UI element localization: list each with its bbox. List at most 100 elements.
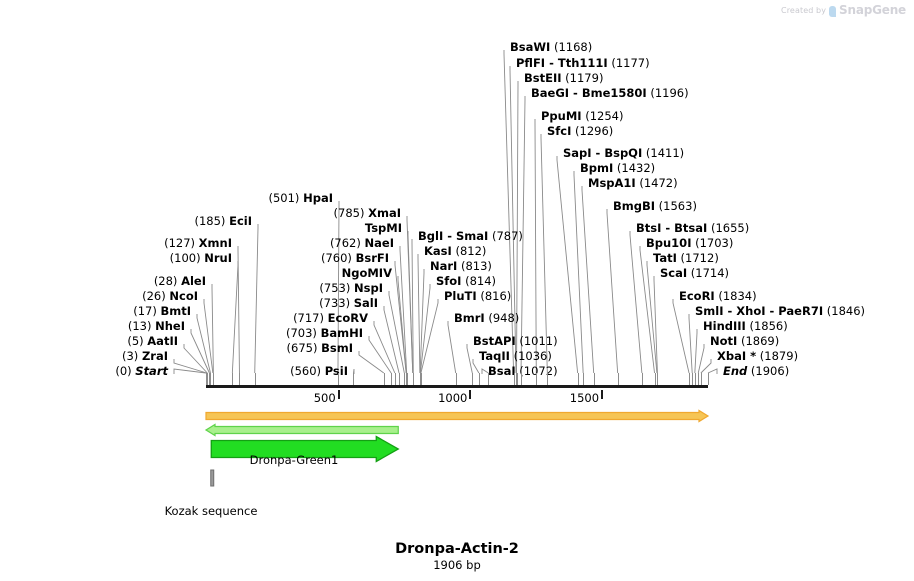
enzyme-label[interactable]: PflFI - Tth111I (1177) [516, 57, 650, 69]
enzyme-label[interactable]: BglI - SmaI (787) [418, 230, 523, 242]
restriction-site-tick[interactable] [399, 373, 401, 385]
enzyme-label[interactable]: (785) XmaI [334, 207, 401, 219]
enzyme-label[interactable]: KasI (812) [424, 245, 486, 257]
restriction-site-tick[interactable] [420, 373, 422, 385]
enzyme-label[interactable]: MspA1I (1472) [588, 177, 678, 189]
restriction-site-tick[interactable] [412, 373, 414, 385]
feature-dronpa-green1[interactable] [210, 435, 400, 463]
restriction-site-tick[interactable] [209, 373, 211, 385]
restriction-site-tick[interactable] [337, 373, 339, 385]
enzyme-label[interactable]: PpuMI (1254) [541, 110, 623, 122]
enzyme-label[interactable]: (26) NcoI [142, 290, 198, 302]
restriction-site-tick[interactable] [383, 373, 385, 385]
enzyme-label[interactable]: (127) XmnI [164, 237, 232, 249]
enzyme-label[interactable]: (5) AatII [127, 335, 178, 347]
enzyme-label[interactable]: BmgBI (1563) [613, 200, 697, 212]
restriction-site-tick[interactable] [472, 373, 474, 385]
enzyme-label[interactable]: (762) NaeI [330, 237, 394, 249]
restriction-site-tick[interactable] [513, 373, 515, 385]
restriction-site-tick[interactable] [232, 373, 234, 385]
restriction-site-tick[interactable] [239, 373, 241, 385]
restriction-site-tick[interactable] [515, 373, 517, 385]
restriction-site-tick[interactable] [593, 373, 595, 385]
enzyme-label[interactable]: NarI (813) [430, 260, 492, 272]
enzyme-label[interactable]: (28) AleI [154, 275, 206, 287]
enzyme-label[interactable]: TspMI [365, 222, 402, 234]
restriction-site-tick[interactable] [547, 373, 549, 385]
restriction-site-tick[interactable] [413, 373, 415, 385]
restriction-site-tick[interactable] [521, 373, 522, 385]
restriction-site-tick[interactable] [516, 373, 518, 385]
enzyme-label[interactable]: NgoMIV [342, 267, 392, 279]
enzyme-label[interactable]: (760) BsrFI [321, 252, 389, 264]
restriction-site-tick[interactable] [212, 373, 214, 385]
enzyme-label[interactable]: End (1906) [723, 365, 789, 377]
restriction-site-tick[interactable] [700, 373, 702, 385]
restriction-site-tick[interactable] [206, 373, 208, 385]
enzyme-label[interactable]: Bpu10I (1703) [646, 237, 733, 249]
enzyme-label[interactable]: BpmI (1432) [580, 162, 655, 174]
enzyme-label[interactable]: SmlI - XhoI - PaeR7I (1846) [695, 305, 865, 317]
restriction-site-tick[interactable] [420, 373, 422, 385]
restriction-site-tick[interactable] [213, 373, 215, 385]
enzyme-label[interactable]: BtsI - BtsaI (1655) [636, 222, 749, 234]
restriction-site-tick[interactable] [577, 373, 579, 385]
enzyme-label[interactable]: (753) NspI [319, 282, 383, 294]
enzyme-label[interactable]: EcoRI (1834) [679, 290, 757, 302]
enzyme-label[interactable]: BmrI (948) [454, 312, 519, 324]
feature-kozak-sequence[interactable] [210, 469, 215, 487]
enzyme-label[interactable]: (13) NheI [128, 320, 185, 332]
feature-backbone-orange[interactable] [205, 409, 710, 423]
enzyme-label[interactable]: (717) EcoRV [293, 312, 368, 324]
restriction-site-tick[interactable] [657, 373, 659, 385]
enzyme-label[interactable]: ScaI (1714) [660, 267, 729, 279]
enzyme-label[interactable]: (703) BamHI [286, 327, 363, 339]
restriction-site-tick[interactable] [394, 373, 396, 385]
enzyme-label[interactable]: (733) SalI [319, 297, 378, 309]
restriction-site-tick[interactable] [617, 373, 619, 385]
enzyme-label[interactable]: (675) BsmI [287, 342, 353, 354]
restriction-site-tick[interactable] [536, 373, 538, 385]
enzyme-label[interactable]: TaqII (1036) [479, 350, 552, 362]
restriction-site-tick[interactable] [689, 373, 691, 385]
restriction-site-tick[interactable] [583, 373, 585, 385]
restriction-site-tick[interactable] [478, 373, 480, 385]
restriction-site-tick[interactable] [406, 373, 408, 385]
restriction-site-tick[interactable] [654, 373, 656, 385]
restriction-site-tick[interactable] [694, 373, 696, 385]
restriction-site-tick[interactable] [210, 373, 212, 385]
enzyme-label[interactable]: (501) HpaI [269, 192, 334, 204]
restriction-site-tick[interactable] [488, 373, 490, 385]
enzyme-label[interactable]: BstAPI (1011) [473, 335, 558, 347]
enzyme-label[interactable]: (3) ZraI [122, 350, 168, 362]
restriction-site-tick[interactable] [353, 373, 355, 385]
restriction-site-tick[interactable] [254, 373, 256, 385]
enzyme-label[interactable]: NotI (1869) [710, 335, 779, 347]
enzyme-label[interactable]: XbaI * (1879) [717, 350, 798, 362]
restriction-site-tick[interactable] [206, 373, 207, 385]
restriction-site-tick[interactable] [406, 373, 408, 385]
enzyme-label[interactable]: PluTI (816) [444, 290, 511, 302]
feature-reverse-light-green[interactable] [204, 423, 399, 437]
restriction-site-tick[interactable] [692, 373, 694, 385]
enzyme-label[interactable]: SapI - BspQI (1411) [563, 147, 684, 159]
enzyme-label[interactable]: BstEII (1179) [524, 72, 603, 84]
restriction-site-tick[interactable] [656, 373, 658, 385]
enzyme-label[interactable]: (100) NruI [170, 252, 232, 264]
enzyme-label[interactable]: SfcI (1296) [547, 125, 613, 137]
enzyme-label[interactable]: (560) PsiI [290, 365, 348, 377]
enzyme-label[interactable]: SfoI (814) [436, 275, 496, 287]
enzyme-label[interactable]: (0) Start [115, 365, 168, 377]
restriction-site-tick[interactable] [698, 373, 700, 385]
enzyme-label[interactable]: BaeGI - Bme1580I (1196) [531, 87, 689, 99]
restriction-site-tick[interactable] [207, 373, 209, 385]
enzyme-label[interactable]: HindIII (1856) [703, 320, 788, 332]
enzyme-label[interactable]: (17) BmtI [133, 305, 191, 317]
restriction-site-tick[interactable] [455, 373, 457, 385]
restriction-site-tick[interactable] [708, 373, 709, 385]
enzyme-label[interactable]: TatI (1712) [653, 252, 719, 264]
enzyme-label[interactable]: (185) EciI [195, 215, 253, 227]
enzyme-label[interactable]: BsaWI (1168) [510, 41, 592, 53]
restriction-site-tick[interactable] [404, 373, 406, 385]
restriction-site-tick[interactable] [641, 373, 643, 385]
